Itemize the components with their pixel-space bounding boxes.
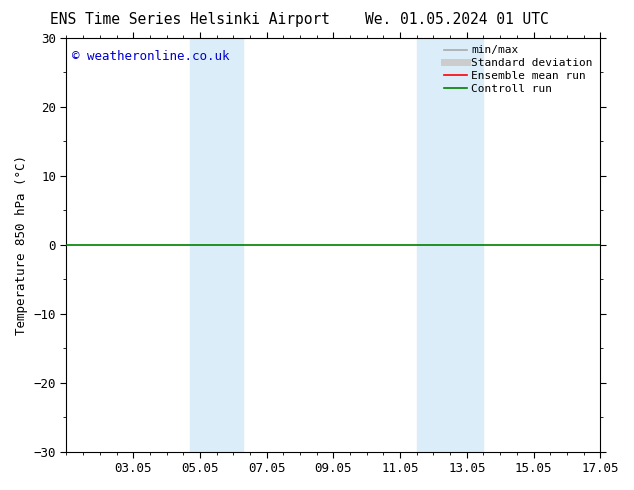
Legend: min/max, Standard deviation, Ensemble mean run, Controll run: min/max, Standard deviation, Ensemble me… <box>442 43 595 96</box>
Bar <box>190 38 243 452</box>
Text: © weatheronline.co.uk: © weatheronline.co.uk <box>72 50 230 63</box>
Text: ENS Time Series Helsinki Airport: ENS Time Series Helsinki Airport <box>50 12 330 27</box>
Bar <box>417 38 484 452</box>
Text: We. 01.05.2024 01 UTC: We. 01.05.2024 01 UTC <box>365 12 548 27</box>
Y-axis label: Temperature 850 hPa (°C): Temperature 850 hPa (°C) <box>15 155 28 335</box>
